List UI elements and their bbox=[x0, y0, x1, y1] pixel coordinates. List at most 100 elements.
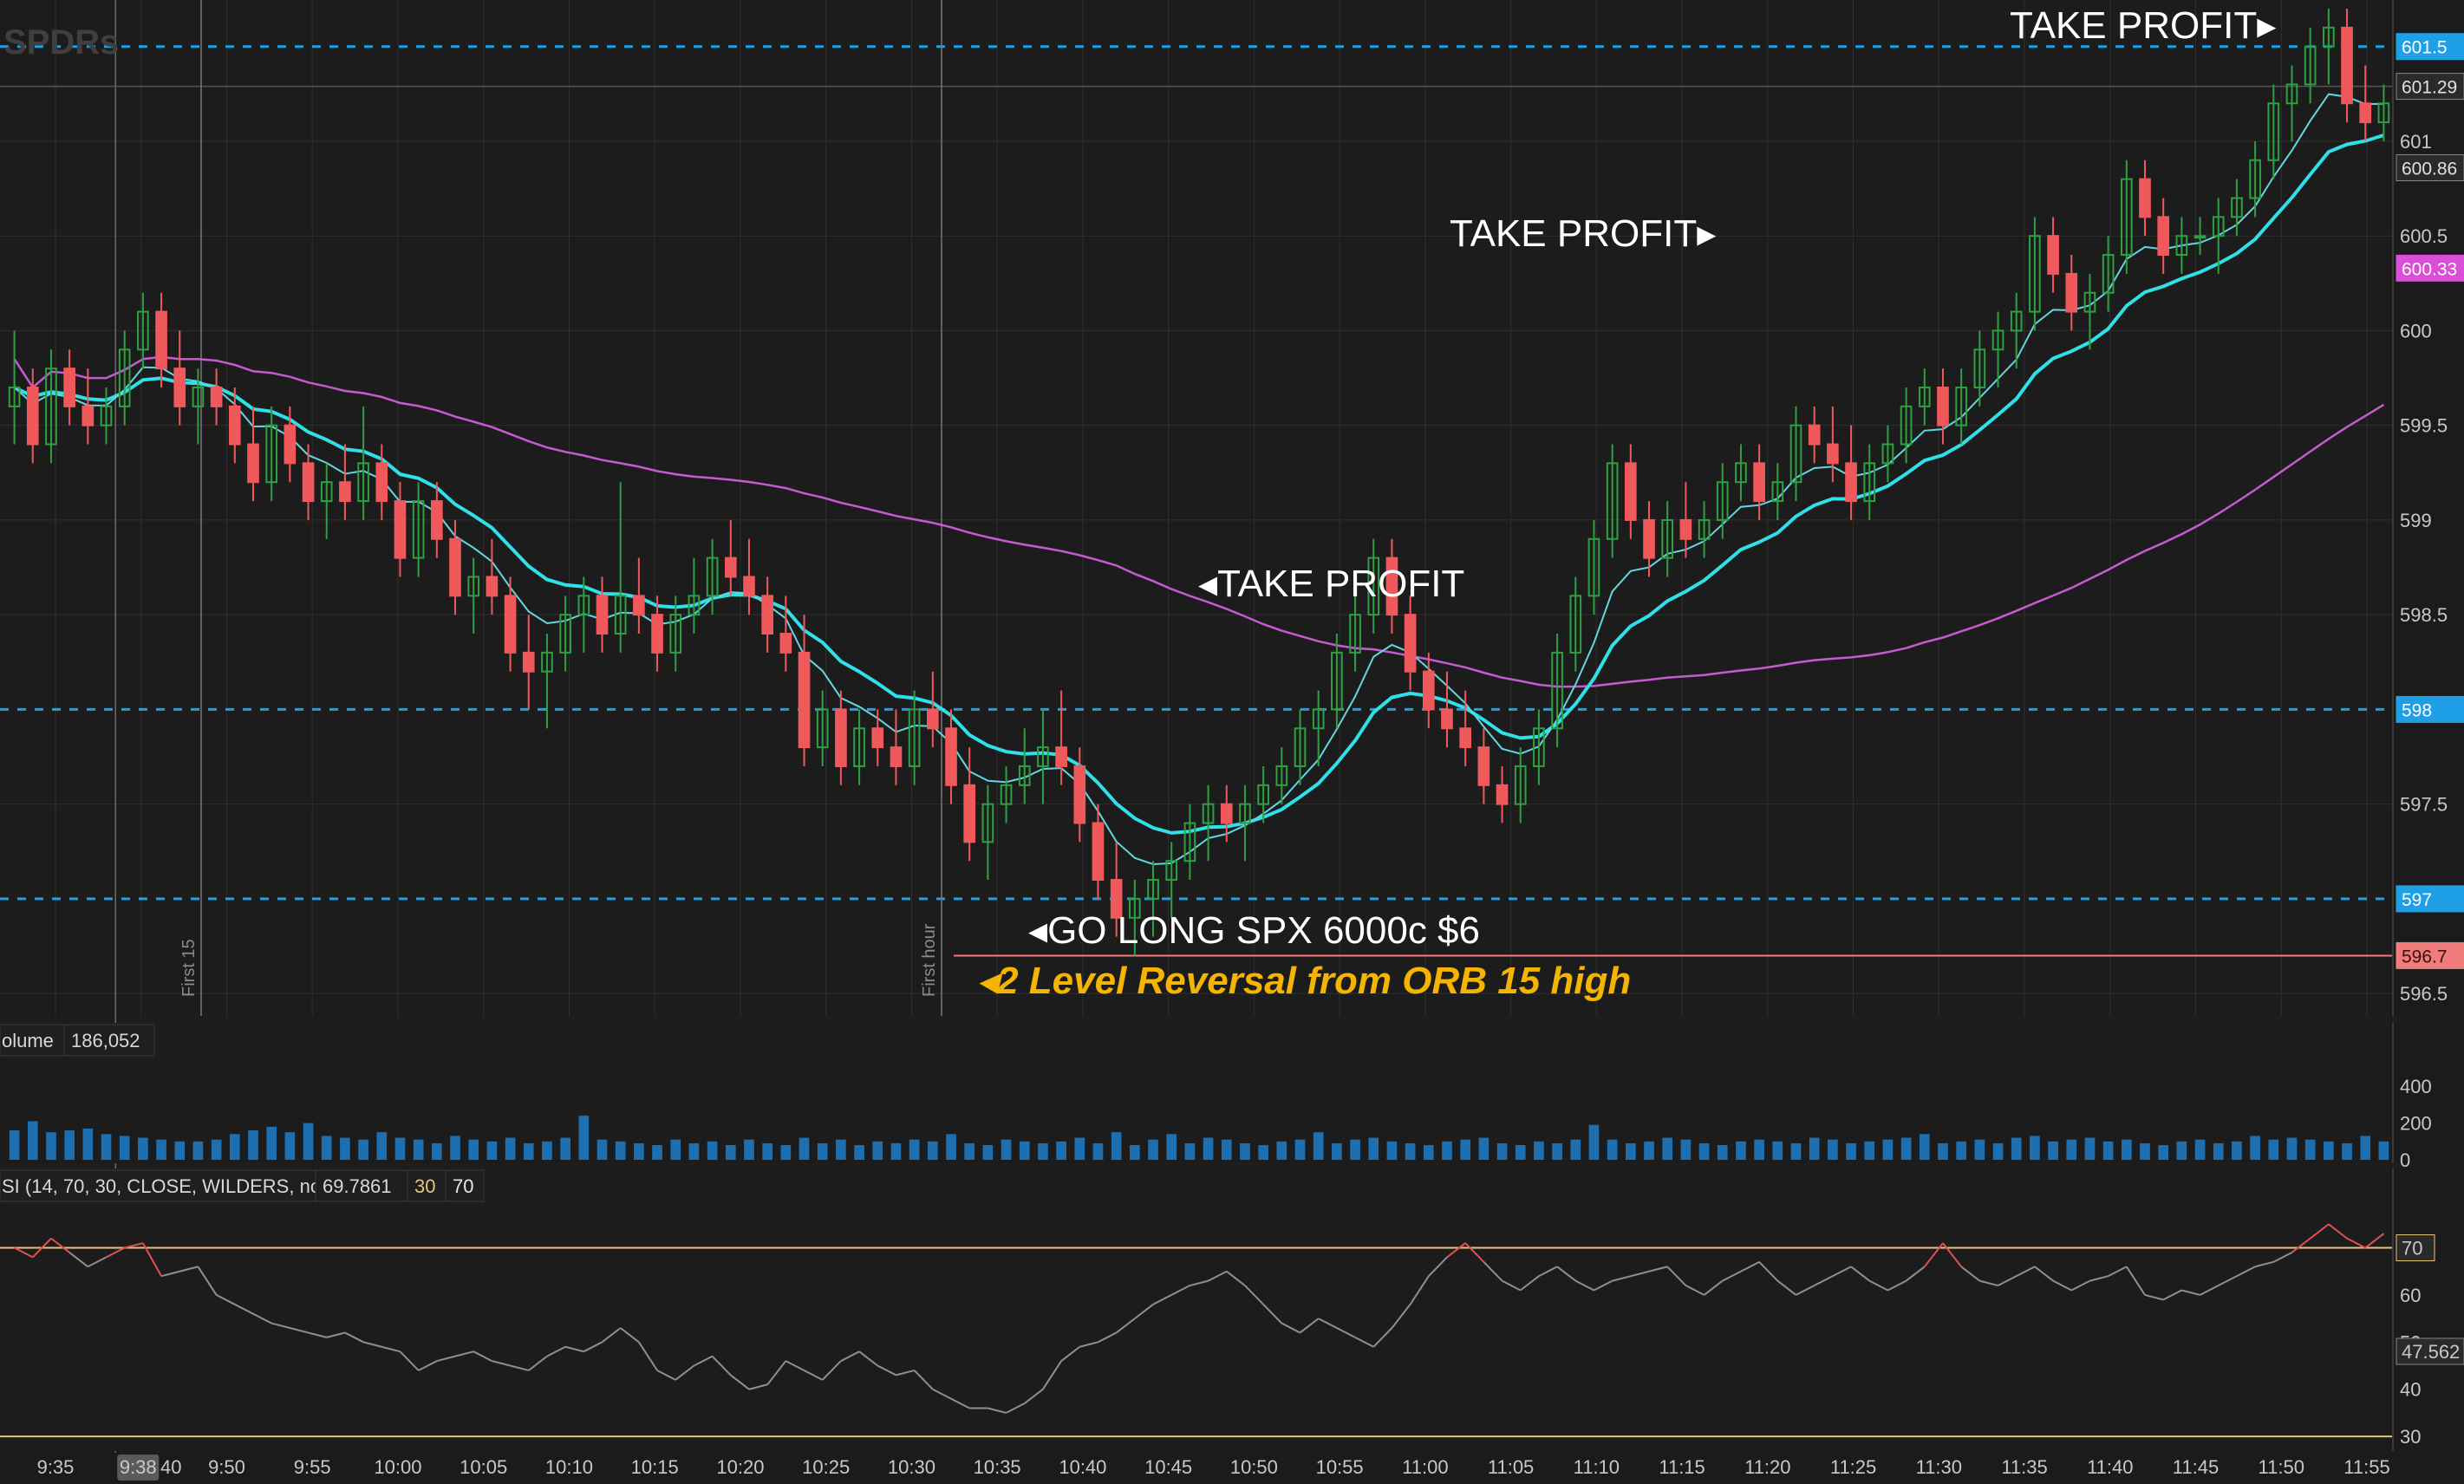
time-axis-bg bbox=[0, 1453, 2464, 1484]
vertical-markers: First 15 First hour bbox=[179, 0, 942, 1016]
volume-panel[interactable]: olume 186,052 400 200 0 bbox=[0, 1023, 2464, 1171]
volume-bar bbox=[707, 1141, 718, 1160]
rsi-line bbox=[14, 1223, 2385, 1414]
candle-body bbox=[1037, 746, 1049, 767]
rsi-segment bbox=[1703, 1279, 1724, 1296]
candle-body bbox=[835, 708, 847, 767]
volume-bar bbox=[340, 1137, 350, 1160]
rsi-segment bbox=[308, 1331, 327, 1338]
volume-bar bbox=[1405, 1142, 1416, 1160]
price-tick-label: 598.5 bbox=[2400, 604, 2448, 626]
price-tag-box bbox=[2396, 73, 2464, 101]
rsi-segment bbox=[1262, 1304, 1283, 1325]
rsi-segment bbox=[2052, 1279, 2072, 1292]
chart-annotation: ◂GO LONG SPX 6000c $6 bbox=[1028, 909, 1480, 952]
candle-body bbox=[926, 708, 939, 730]
volume-bar bbox=[138, 1137, 148, 1160]
volume-bar bbox=[688, 1142, 700, 1160]
candle-body bbox=[761, 595, 773, 635]
candle-body bbox=[651, 614, 663, 654]
rsi-segment bbox=[858, 1351, 878, 1367]
candle-body bbox=[706, 556, 719, 597]
candle-body bbox=[853, 727, 865, 767]
rsi-segment bbox=[877, 1364, 896, 1377]
volume-bar bbox=[1882, 1139, 1894, 1160]
candle-body bbox=[890, 746, 903, 767]
rsi-segment bbox=[932, 1388, 952, 1400]
rsi-segment bbox=[1574, 1279, 1594, 1292]
rsi-segment bbox=[840, 1351, 860, 1362]
candle-body bbox=[1312, 708, 1325, 730]
rsi-segment bbox=[2272, 1252, 2292, 1263]
volume-bar bbox=[101, 1134, 112, 1160]
time-tick-label: 11:25 bbox=[1830, 1456, 1876, 1478]
rsi-band-tag-box bbox=[2396, 1234, 2435, 1262]
candle-body bbox=[1735, 462, 1747, 484]
rsi-segment bbox=[1520, 1275, 1540, 1292]
volume-bar bbox=[854, 1145, 864, 1160]
candle-body bbox=[2102, 254, 2115, 294]
price-panel[interactable]: First 15 First hour 601600.5600599.559959… bbox=[0, 0, 2464, 1453]
rsi-segment bbox=[2236, 1266, 2256, 1278]
time-tick-label: 11:55 bbox=[2343, 1456, 2389, 1478]
spdrs-watermark: SPDRs bbox=[3, 23, 119, 62]
volume-bar bbox=[799, 1137, 810, 1160]
rsi-segment bbox=[1318, 1318, 1338, 1329]
time-tick-label: 10:05 bbox=[460, 1456, 507, 1478]
rsi-segment bbox=[1612, 1275, 1632, 1282]
rsi-segment bbox=[620, 1327, 640, 1344]
price-tag-box bbox=[2396, 885, 2464, 913]
volume-bar bbox=[1534, 1141, 1544, 1160]
volume-bar bbox=[394, 1137, 406, 1160]
rsi-header: SI (14, 70, 30, CLOSE, WILDERS, no) 69.7… bbox=[0, 1169, 485, 1202]
volume-header-label-box bbox=[0, 1024, 65, 1057]
candle-body bbox=[45, 368, 57, 446]
rsi-segment bbox=[399, 1351, 420, 1371]
rsi-panel[interactable]: SI (14, 70, 30, CLOSE, WILDERS, no) 69.7… bbox=[0, 1168, 2464, 1451]
volume-header: olume 186,052 bbox=[0, 1024, 155, 1057]
volume-bar bbox=[2194, 1139, 2206, 1160]
rsi-tick-label: 60 bbox=[2400, 1285, 2421, 1306]
volume-bar bbox=[248, 1130, 258, 1160]
rsi-header-label: SI (14, 70, 30, CLOSE, WILDERS, no) bbox=[2, 1175, 327, 1197]
volume-bar bbox=[1496, 1142, 1508, 1160]
rsi-segment bbox=[804, 1370, 824, 1381]
price-tick-label: 597.5 bbox=[2400, 794, 2448, 816]
volume-bar bbox=[358, 1139, 368, 1160]
candle-body bbox=[1000, 784, 1013, 805]
candle-body bbox=[1239, 803, 1251, 824]
rsi-segment bbox=[693, 1355, 714, 1367]
candle-body bbox=[1110, 879, 1123, 919]
price-tag-label: 598 bbox=[2402, 700, 2432, 720]
chart-annotations: TAKE PROFIT▸ TAKE PROFIT▸ ◂TAKE PROFIT ◂GO … bbox=[978, 4, 2276, 1002]
volume-bar bbox=[229, 1134, 240, 1160]
candle-body bbox=[1147, 879, 1159, 900]
volume-bar bbox=[1754, 1139, 1764, 1160]
volume-bar bbox=[1974, 1139, 1985, 1160]
volume-bar bbox=[2158, 1145, 2169, 1160]
rsi-header-value-box bbox=[315, 1169, 408, 1202]
rsi-segment bbox=[1814, 1275, 1834, 1286]
rsi-tick-label: 40 bbox=[2400, 1379, 2421, 1401]
rsi-segment bbox=[1924, 1242, 1944, 1267]
volume-bar bbox=[890, 1142, 902, 1160]
candle-body bbox=[1202, 803, 1215, 824]
candle-body bbox=[1275, 765, 1288, 786]
candle-body bbox=[577, 595, 590, 616]
candle-body bbox=[2359, 102, 2372, 124]
vertical-marker-label: First 15 bbox=[179, 939, 199, 997]
rsi-segment bbox=[583, 1341, 603, 1353]
candle-body bbox=[1827, 443, 1839, 465]
candle-body bbox=[2249, 159, 2261, 199]
rsi-segment bbox=[2125, 1266, 2146, 1296]
volume-bar bbox=[1662, 1137, 1673, 1160]
rsi-header-high-box bbox=[445, 1169, 485, 1202]
volume-bar bbox=[1680, 1139, 1692, 1160]
time-axis[interactable]: 9:359:459:509:5510:0010:0510:1010:1510:2… bbox=[0, 1453, 2464, 1484]
rsi-segment bbox=[1502, 1279, 1522, 1292]
volume-bar bbox=[2121, 1139, 2132, 1160]
volume-bar bbox=[2066, 1139, 2077, 1160]
volume-bar bbox=[2304, 1139, 2316, 1160]
candle-body bbox=[1404, 614, 1417, 673]
